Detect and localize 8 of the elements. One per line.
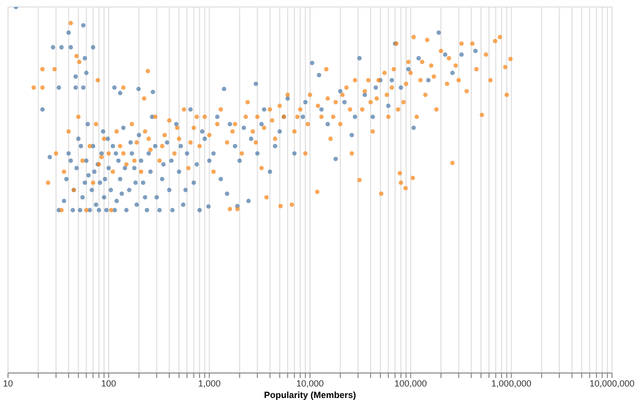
x-tick-label: 1,000,000 [491,378,532,388]
x-tick-label: 10 [2,378,14,388]
x-axis-title: Popularity (Members) [264,390,356,400]
x-tick-label: 10,000 [296,378,324,388]
x-tick-label: 1,000 [198,378,221,388]
x-tick-label: 10,000,000 [589,378,635,388]
x-tick-label: 100,000 [394,378,427,388]
x-tick-label: 100 [101,378,116,388]
